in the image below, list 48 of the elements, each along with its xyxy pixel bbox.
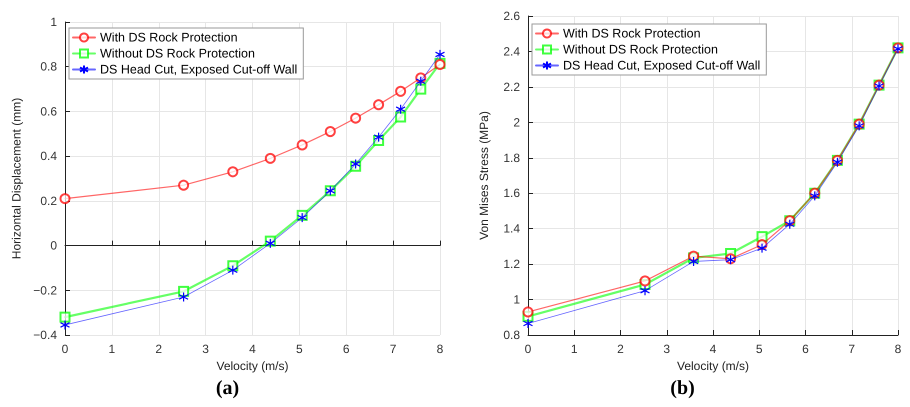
- legend-label: Without DS Rock Protection: [100, 46, 255, 60]
- y-tick-label: 2: [513, 115, 520, 130]
- x-tick-label: 2: [155, 342, 162, 356]
- x-tick-label: 5: [296, 342, 304, 356]
- y-tick-label: −0.4: [33, 328, 58, 342]
- x-tick-label: 7: [390, 342, 397, 356]
- x-tick-label: 0: [62, 342, 69, 356]
- legend-label: Without DS Rock Protection: [563, 42, 718, 56]
- y-axis-title: Horizontal Displacement (mm): [9, 98, 24, 260]
- y-tick-label: 0.4: [40, 149, 58, 164]
- y-tick-label: 1: [513, 292, 520, 307]
- x-tick-label: 2: [617, 342, 624, 356]
- text: (b): [670, 377, 695, 399]
- x-tick-label: 5: [756, 342, 763, 356]
- legend-label: DS Head Cut, Exposed Cut-off Wall: [100, 62, 298, 76]
- y-tick-label: 2.6: [503, 9, 520, 23]
- y-tick-label: 1.8: [503, 150, 520, 165]
- y-tick-label: 0.2: [40, 194, 58, 208]
- legend-label: With DS Rock Protection: [100, 30, 238, 44]
- y-tick-label: −0.2: [33, 283, 58, 298]
- x-tick-label: 1: [570, 342, 578, 356]
- y-tick-label: 0.8: [503, 328, 520, 342]
- y-tick-label: 2.2: [503, 80, 520, 94]
- x-axis-title: Velocity (m/s): [676, 358, 750, 373]
- x-tick-label: 8: [894, 342, 902, 356]
- y-tick-label: 0.6: [40, 104, 58, 118]
- x-tick-label: 1: [108, 342, 116, 356]
- y-tick-label: 1: [50, 15, 58, 29]
- y-tick-label: 0.8: [40, 60, 58, 74]
- legend-label: DS Head Cut, Exposed Cut-off Wall: [563, 58, 760, 72]
- x-tick-label: 8: [436, 342, 444, 356]
- y-tick-label: 1.6: [503, 186, 520, 200]
- x-tick-label: 3: [663, 342, 670, 356]
- y-tick-label: 1.4: [503, 222, 520, 236]
- y-tick-label: 0: [50, 238, 58, 253]
- x-tick-label: 0: [524, 342, 532, 356]
- legend-label: With DS Rock Protection: [563, 26, 701, 40]
- x-tick-label: 4: [249, 342, 256, 356]
- y-tick-label: 2.4: [503, 44, 520, 58]
- text: (a): [216, 377, 240, 399]
- y-axis-title: Von Mises Stress (MPa): [477, 111, 491, 240]
- x-tick-label: 6: [342, 342, 350, 356]
- x-tick-label: 7: [848, 342, 856, 356]
- x-tick-label: 6: [802, 342, 810, 356]
- x-axis-title: Velocity (m/s): [216, 358, 289, 373]
- x-tick-label: 4: [710, 342, 717, 356]
- y-tick-label: 1.2: [503, 257, 520, 272]
- x-tick-label: 3: [202, 342, 210, 356]
